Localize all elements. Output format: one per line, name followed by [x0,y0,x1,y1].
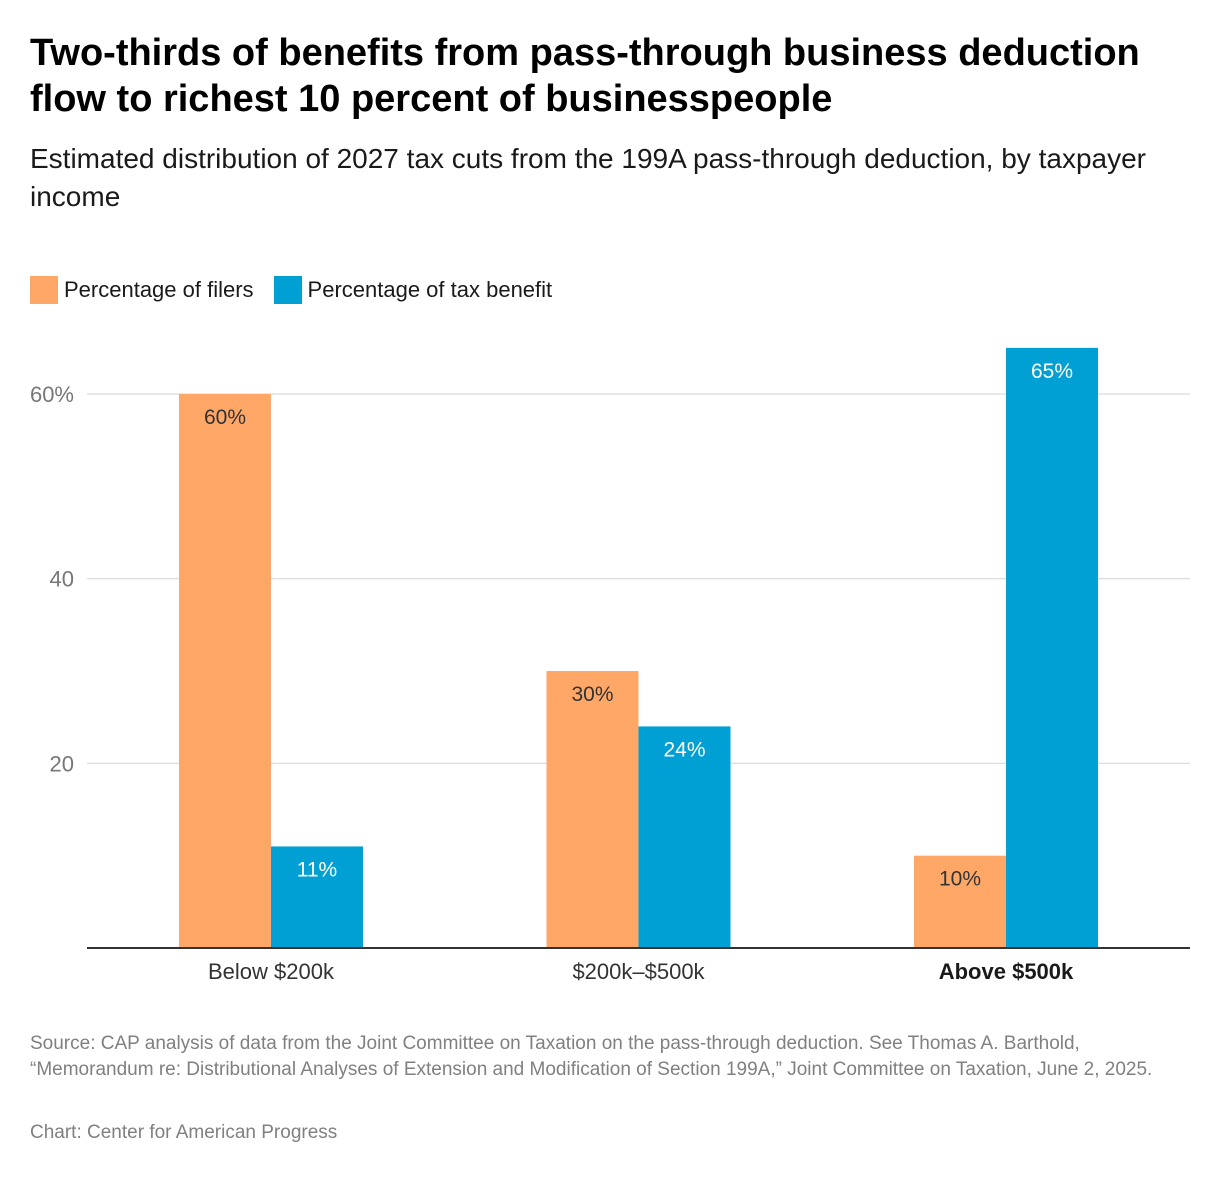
bar-benefit [271,846,363,948]
y-tick-label: 60% [30,382,74,407]
bar-filers [179,394,271,948]
source-note: Source: CAP analysis of data from the Jo… [30,1033,1153,1080]
data-label: 10% [939,868,981,891]
legend-swatch-benefit [273,276,302,304]
legend-item-filers: Percentage of filers [30,276,254,304]
data-label: 11% [297,858,337,881]
y-tick-label: 20 [50,751,74,776]
y-tick-label: 40 [50,567,74,592]
legend-label-benefit: Percentage of tax benefit [307,277,553,302]
data-label: 30% [571,683,613,706]
data-label: 65% [1031,360,1073,383]
bar-benefit [1006,347,1098,949]
legend-label-filers: Percentage of filers [64,277,254,302]
data-label: 24% [663,738,705,761]
legend: Percentage of filers Percentage of tax b… [30,276,572,304]
legend-item-benefit: Percentage of tax benefit [273,276,553,304]
chart-subtitle: Estimated distribution of 2027 tax cuts … [30,143,1146,212]
bar-filers [546,671,639,948]
data-label: 60% [204,406,246,429]
chart-credit: Chart: Center for American Progress [30,1122,338,1143]
x-tick-label: Above $500k [939,959,1074,984]
legend-swatch-filers [30,276,58,304]
bar-benefit [638,726,731,948]
chart-title: Two-thirds of benefits from pass-through… [30,32,1140,120]
bar-filers [914,855,1006,948]
x-tick-label: $200k–$500k [572,959,705,984]
x-tick-label: Below $200k [208,959,335,984]
bar-chart: 20 40 60% 60% 11% Below $200k 30% 24% $200k–$500… [30,347,1190,984]
